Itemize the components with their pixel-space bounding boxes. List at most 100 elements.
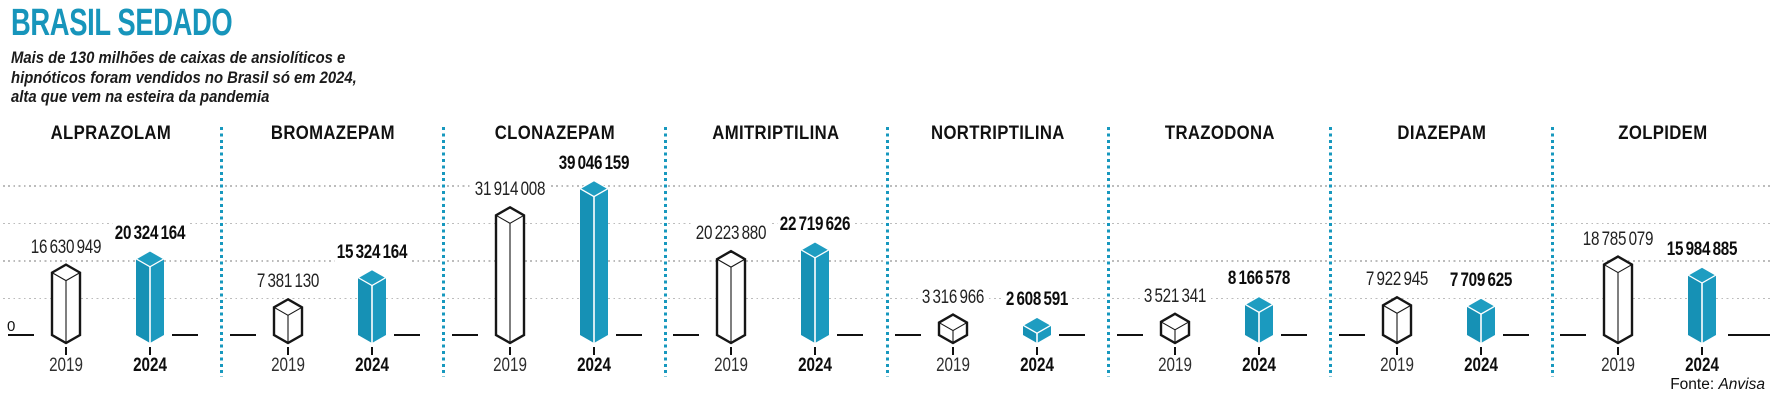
column-separator — [663, 127, 667, 377]
axis-baseline-segment — [172, 334, 198, 337]
axis-baseline-segment — [1280, 334, 1307, 337]
group-title: NORTRIPTILINA — [931, 123, 1065, 144]
drug-group-diazepam: 7 922 945 2019 7 709 625 2024 DIAZEPAM — [1331, 0, 1554, 400]
bar-2019 — [272, 297, 303, 345]
year-label-2019: 2019 — [936, 355, 970, 376]
gridline — [668, 260, 884, 262]
group-title: AMITRIPTILINA — [712, 123, 840, 144]
value-label-2024: 15 324 164 — [334, 241, 410, 263]
value-label-2019: 3 521 341 — [1141, 285, 1209, 307]
group-title: CLONAZEPAM — [494, 123, 615, 144]
axis-tick-2024 — [592, 347, 595, 355]
gridline — [446, 260, 663, 262]
axis-tick-2024 — [1257, 347, 1260, 355]
bar-2024 — [1243, 295, 1275, 343]
bar-2024 — [799, 241, 831, 343]
gridline — [890, 185, 1106, 187]
value-label-2019: 16 630 949 — [28, 236, 104, 258]
column-separator — [442, 127, 445, 377]
value-label-2024: 15 984 885 — [1664, 239, 1740, 261]
subtitle-line-3: alta que vem na esteira da pandemia — [11, 88, 270, 106]
value-label-2024: 20 324 164 — [112, 222, 188, 244]
gridline — [1333, 260, 1550, 262]
year-label-2024: 2024 — [133, 355, 167, 376]
value-label-2024: 8 166 578 — [1225, 268, 1293, 290]
axis-tick-2024 — [370, 347, 373, 355]
subtitle-line-1: Mais de 130 milhões de caixas de ansiolí… — [11, 49, 346, 67]
value-label-2019: 7 922 945 — [1362, 269, 1431, 291]
bar-2019 — [1159, 312, 1190, 345]
bars-3d-canvas — [716, 241, 831, 345]
gridline — [3, 185, 219, 187]
drug-group-clonazepam: 31 914 008 2019 39 046 159 2024 CLONAZEPAM — [444, 0, 667, 400]
axis-tick-2024 — [1479, 347, 1482, 355]
bar-2019 — [50, 263, 82, 345]
group-title: ALPRAZOLAM — [50, 123, 172, 144]
axis-tick-2019 — [952, 347, 954, 355]
year-label-2019: 2019 — [492, 355, 527, 376]
value-label-2019: 7 381 130 — [254, 271, 322, 293]
column-separator — [220, 127, 224, 377]
gridline — [224, 260, 441, 262]
gridline — [668, 185, 884, 187]
bar-2019 — [937, 313, 969, 345]
column-separator — [1329, 127, 1332, 377]
header-block: BRASIL SEDADO Mais de 130 milhões de cai… — [11, 2, 395, 108]
axis-tick-2019 — [1173, 347, 1176, 355]
axis-tick-2024 — [814, 347, 817, 355]
gridline — [1555, 260, 1771, 262]
gridline — [224, 222, 441, 225]
gridline — [1333, 222, 1550, 225]
gridline — [1111, 222, 1328, 225]
group-title: ZOLPIDEM — [1618, 123, 1708, 144]
value-label-2024: 7 709 625 — [1446, 270, 1515, 292]
bars-3d-canvas — [937, 313, 1053, 345]
axis-tick-2019 — [1617, 347, 1620, 355]
year-label-2024: 2024 — [798, 355, 833, 376]
axis-baseline-segment — [451, 334, 478, 337]
value-label-2019: 18 785 079 — [1580, 228, 1656, 250]
gridline — [890, 260, 1106, 262]
bar-2024 — [1021, 316, 1053, 343]
group-title: TRAZODONA — [1164, 123, 1275, 144]
value-label-2024: 22 719 626 — [777, 213, 853, 235]
bars-3d-canvas — [1381, 295, 1496, 345]
axis-tick-2024 — [1036, 347, 1038, 355]
gridline — [1111, 185, 1328, 187]
drug-group-trazodona: 3 521 341 2019 8 166 578 2024 TRAZODONA — [1109, 0, 1332, 400]
year-label-2019: 2019 — [1379, 355, 1414, 376]
gridline — [446, 185, 663, 187]
gridline — [1333, 185, 1550, 187]
gridline — [1555, 297, 1771, 300]
gridline — [446, 297, 663, 300]
gridline — [1555, 222, 1771, 225]
year-label-2024: 2024 — [576, 355, 611, 376]
axis-baseline-segment — [615, 334, 642, 337]
gridline — [668, 222, 884, 225]
axis-baseline-segment — [393, 334, 420, 337]
value-label-2024: 39 046 159 — [555, 152, 632, 174]
bars-3d-canvas — [1603, 255, 1718, 345]
axis-tick-2019 — [65, 347, 67, 355]
page-title: BRASIL SEDADO — [11, 2, 233, 44]
bar-2024 — [1465, 297, 1496, 343]
gridline — [1333, 297, 1550, 300]
gridline — [3, 297, 219, 300]
gridline — [224, 297, 441, 300]
year-label-2019: 2019 — [714, 355, 749, 376]
axis-baseline-segment — [895, 334, 921, 337]
axis-baseline-segment — [8, 334, 34, 337]
axis-tick-2024 — [1701, 347, 1704, 355]
axis-tick-2024 — [149, 347, 151, 355]
gridline — [446, 222, 663, 225]
bar-2019 — [1603, 255, 1634, 345]
drug-group-amitriptilina: 20 223 880 2019 22 719 626 2024 AMITRIPTILIN… — [665, 0, 889, 400]
year-label-2024: 2024 — [354, 355, 389, 376]
column-separator — [1550, 127, 1554, 377]
axis-tick-2019 — [508, 347, 511, 355]
gridline — [668, 297, 884, 300]
axis-baseline-segment — [1059, 334, 1085, 337]
axis-baseline-segment — [1560, 334, 1587, 337]
axis-baseline-segment — [837, 334, 864, 337]
